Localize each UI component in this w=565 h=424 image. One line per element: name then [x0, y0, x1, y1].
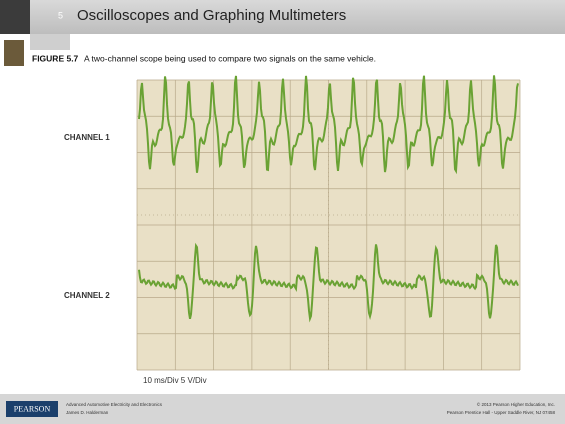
slide: 5 Oscilloscopes and Graphing Multimeters… — [0, 0, 565, 424]
header-icon — [30, 34, 70, 50]
channel-label: CHANNEL 2 — [64, 291, 110, 300]
logo: PEARSON — [14, 404, 51, 413]
figure-caption: A two-channel scope being used to compar… — [84, 53, 376, 63]
scope-settings: 10 ms/Div 5 V/Div — [143, 376, 207, 385]
slide-title: Oscilloscopes and Graphing Multimeters — [77, 7, 346, 24]
chapter-number: 5 — [58, 10, 63, 20]
copyright: © 2013 Pearson Higher Education, Inc. — [477, 401, 555, 407]
book-title: Advanced Automotive Electricity and Elec… — [66, 402, 163, 407]
figure-label: FIGURE 5.7 — [32, 53, 79, 63]
author: James D. Halderman — [66, 410, 109, 415]
header-icon — [4, 40, 24, 66]
footer-band — [0, 394, 565, 424]
channel-label: CHANNEL 1 — [64, 133, 110, 142]
header-icon — [0, 0, 30, 34]
publisher: Pearson Prentice Hall - Upper Saddle Riv… — [447, 410, 556, 415]
